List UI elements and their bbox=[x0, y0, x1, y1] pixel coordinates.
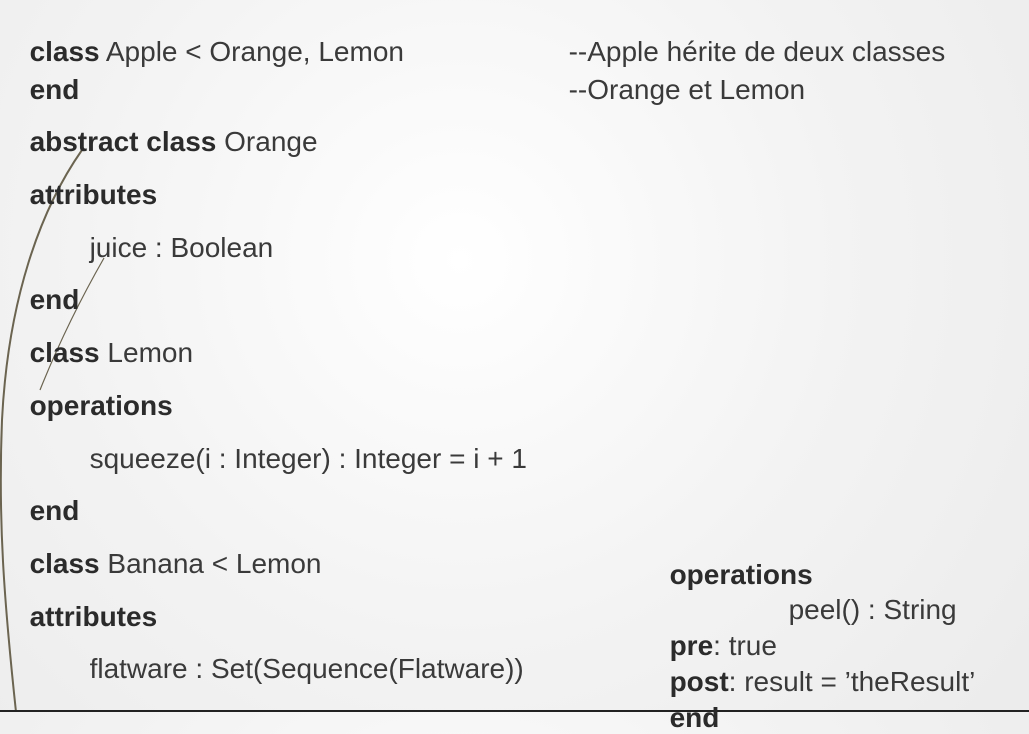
code-line-end: end bbox=[14, 252, 80, 316]
code-text: flatware : Set(Sequence(Flatware)) bbox=[89, 653, 524, 684]
code-text: Banana < Lemon bbox=[99, 548, 322, 579]
code-line-flatware: flatware : Set(Sequence(Flatware)) bbox=[74, 621, 524, 685]
code-line-operations-right: operations bbox=[654, 527, 813, 591]
keyword: post bbox=[669, 666, 729, 697]
code-line-end: end bbox=[14, 42, 80, 106]
keyword: pre bbox=[669, 630, 714, 661]
code-text: squeeze(i : Integer) : Integer = i + 1 bbox=[89, 443, 527, 474]
code-line-attributes: attributes bbox=[14, 147, 158, 211]
keyword: abstract class bbox=[29, 126, 217, 157]
code-text: juice : Boolean bbox=[89, 232, 274, 263]
keyword: class bbox=[29, 548, 100, 579]
comment-text: --Orange et Lemon bbox=[568, 74, 806, 105]
keyword: end bbox=[669, 702, 720, 733]
code-text: : result = ’theResult’ bbox=[728, 666, 976, 697]
code-line-class-lemon: class Lemon bbox=[14, 305, 193, 369]
code-line-post: post: result = ’theResult’ bbox=[654, 634, 976, 698]
keyword: operations bbox=[669, 559, 813, 590]
keyword: class bbox=[29, 337, 100, 368]
code-text: Apple < Orange, Lemon bbox=[99, 36, 404, 67]
code-line-squeeze: squeeze(i : Integer) : Integer = i + 1 bbox=[74, 411, 527, 475]
code-text: : true bbox=[713, 630, 777, 661]
code-line-end-right: end bbox=[654, 670, 720, 734]
comment-text: --Apple hérite de deux classes bbox=[568, 36, 946, 67]
code-line-class-banana: class Banana < Lemon bbox=[14, 516, 322, 580]
bottom-rule bbox=[0, 710, 1029, 712]
keyword: end bbox=[29, 495, 80, 526]
code-line-class-apple: class Apple < Orange, Lemon bbox=[14, 4, 404, 68]
keyword: attributes bbox=[29, 601, 158, 632]
code-text: peel() : String bbox=[788, 594, 957, 625]
code-line-abstract-class-orange: abstract class Orange bbox=[14, 94, 318, 158]
code-line-juice: juice : Boolean bbox=[74, 200, 274, 264]
code-line-operations: operations bbox=[14, 358, 173, 422]
code-line-pre: pre: true bbox=[654, 598, 777, 662]
keyword: attributes bbox=[29, 179, 158, 210]
code-line-peel: peel() : String bbox=[773, 562, 957, 626]
keyword: end bbox=[29, 74, 80, 105]
code-text: Lemon bbox=[99, 337, 194, 368]
code-line-attributes: attributes bbox=[14, 569, 158, 633]
code-text: Orange bbox=[216, 126, 318, 157]
keyword: end bbox=[29, 284, 80, 315]
comment-line-2: --Orange et Lemon bbox=[553, 42, 806, 106]
keyword: operations bbox=[29, 390, 173, 421]
comment-line-1: --Apple hérite de deux classes bbox=[553, 4, 946, 68]
code-line-end: end bbox=[14, 463, 80, 527]
keyword: class bbox=[29, 36, 100, 67]
